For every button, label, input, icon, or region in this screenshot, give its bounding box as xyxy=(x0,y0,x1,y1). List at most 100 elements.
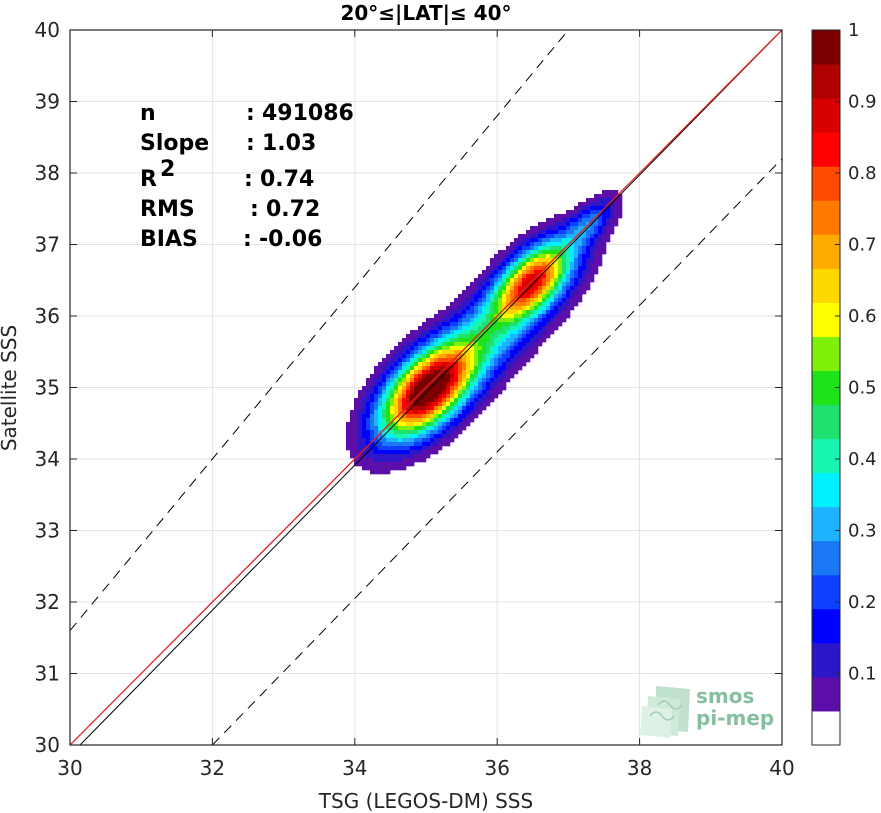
density-cell xyxy=(566,302,571,307)
density-cell xyxy=(414,370,419,375)
density-cell xyxy=(410,374,415,379)
density-cell xyxy=(498,270,503,275)
density-cell xyxy=(558,218,563,223)
density-cell xyxy=(510,278,515,283)
stat-separator: : xyxy=(243,227,252,252)
density-cell xyxy=(474,314,479,319)
density-cell xyxy=(486,326,491,331)
density-cell xyxy=(378,390,383,395)
density-cell xyxy=(426,358,431,363)
density-cell xyxy=(462,406,467,411)
density-cell xyxy=(550,218,555,223)
density-cell xyxy=(546,258,551,263)
density-cell xyxy=(494,382,499,387)
density-cell xyxy=(562,274,567,279)
density-cell xyxy=(574,294,579,299)
density-cell xyxy=(518,286,523,291)
density-cell xyxy=(502,346,507,351)
density-cell xyxy=(602,238,607,243)
density-cell xyxy=(478,362,483,367)
density-cell xyxy=(522,250,527,255)
density-cell xyxy=(402,442,407,447)
density-cell xyxy=(526,358,531,363)
density-cell xyxy=(578,286,583,291)
density-cell xyxy=(594,202,599,207)
density-cell xyxy=(514,322,519,327)
density-cell xyxy=(590,274,595,279)
density-cell xyxy=(558,310,563,315)
density-cell xyxy=(526,326,531,331)
density-cell xyxy=(402,342,407,347)
density-cell xyxy=(434,314,439,319)
density-cell xyxy=(562,310,567,315)
density-cell xyxy=(518,366,523,371)
density-cell xyxy=(398,366,403,371)
density-cell xyxy=(590,262,595,267)
density-cell xyxy=(502,302,507,307)
density-cell xyxy=(514,238,519,243)
density-cell xyxy=(570,306,575,311)
density-cell xyxy=(502,254,507,259)
density-cell xyxy=(594,226,599,231)
density-cell xyxy=(494,290,499,295)
density-cell xyxy=(442,330,447,335)
density-cell xyxy=(578,254,583,259)
density-cell xyxy=(438,330,443,335)
density-cell xyxy=(386,374,391,379)
colorbar-segment xyxy=(812,438,840,474)
density-cell xyxy=(534,238,539,243)
colorbar-tick-label: 0.9 xyxy=(848,92,877,113)
density-cell xyxy=(510,306,515,311)
density-cell xyxy=(406,366,411,371)
density-cell xyxy=(438,378,443,383)
density-cell xyxy=(458,430,463,435)
density-cell xyxy=(470,306,475,311)
density-cell xyxy=(430,330,435,335)
density-cell xyxy=(478,314,483,319)
density-cell xyxy=(566,222,571,227)
density-cell xyxy=(506,290,511,295)
density-cell xyxy=(386,466,391,471)
colorbar-tick-label: 0.6 xyxy=(848,306,877,327)
density-cell xyxy=(430,334,435,339)
density-cell xyxy=(558,282,563,287)
density-cell xyxy=(474,338,479,343)
density-cell xyxy=(518,338,523,343)
density-cell xyxy=(430,402,435,407)
density-cell xyxy=(522,330,527,335)
density-cell xyxy=(458,398,463,403)
density-cell xyxy=(578,246,583,251)
density-cell xyxy=(602,190,607,195)
density-cell xyxy=(494,362,499,367)
density-cell xyxy=(354,426,359,431)
density-cell xyxy=(466,290,471,295)
density-cell xyxy=(478,366,483,371)
density-cell xyxy=(414,438,419,443)
density-cell xyxy=(430,414,435,419)
density-cell xyxy=(514,354,519,359)
density-cell xyxy=(494,354,499,359)
density-cell xyxy=(478,326,483,331)
density-cell xyxy=(430,446,435,451)
density-cell xyxy=(574,266,579,271)
y-tick-label: 31 xyxy=(35,662,60,686)
stat-value-rms: 0.72 xyxy=(266,197,320,222)
density-cell xyxy=(574,274,579,279)
density-cell xyxy=(430,418,435,423)
density-cell xyxy=(418,346,423,351)
density-cell xyxy=(598,202,603,207)
density-cell xyxy=(438,402,443,407)
density-cell xyxy=(602,246,607,251)
density-cell xyxy=(390,350,395,355)
density-cell xyxy=(586,198,591,203)
colorbar-tick-label: 0.4 xyxy=(848,449,877,470)
density-cell xyxy=(406,394,411,399)
density-cell xyxy=(426,346,431,351)
density-cell xyxy=(426,374,431,379)
colorbar-segment xyxy=(812,710,840,746)
density-cell xyxy=(486,310,491,315)
density-cell xyxy=(526,258,531,263)
density-cell xyxy=(530,274,535,279)
density-cell xyxy=(610,226,615,231)
density-cell xyxy=(414,418,419,423)
